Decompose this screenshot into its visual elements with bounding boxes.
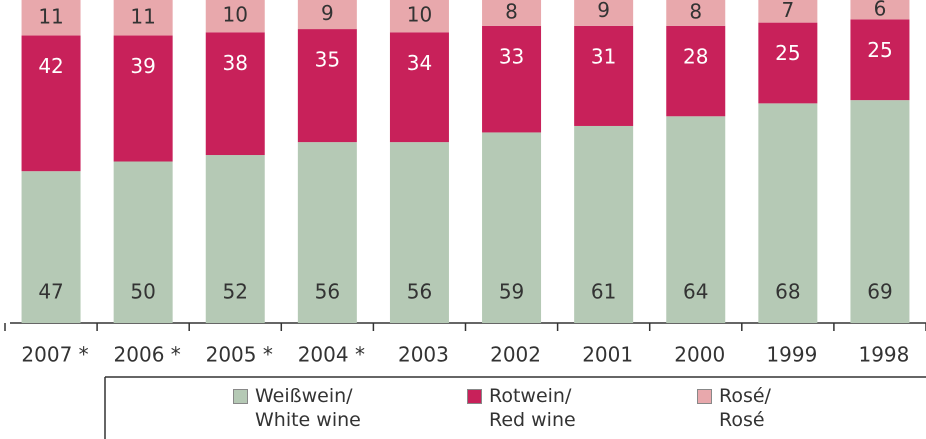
bar-segment xyxy=(758,0,818,23)
data-label: 39 xyxy=(130,54,155,78)
bar-segment xyxy=(205,32,265,156)
bar-segment xyxy=(574,25,634,126)
data-label: 25 xyxy=(775,41,800,65)
data-label: 56 xyxy=(407,280,432,304)
data-label: 64 xyxy=(683,280,708,304)
bar-segment xyxy=(389,0,449,33)
bar-segment xyxy=(758,103,818,323)
x-tick-label: 2001 xyxy=(582,343,633,367)
x-tick-label: 2004 * xyxy=(298,343,365,367)
bar-segment xyxy=(205,155,265,323)
bar-segment xyxy=(850,100,910,323)
x-tick-label: 2006 * xyxy=(114,343,181,367)
bar-segment xyxy=(389,32,449,143)
x-tick-label: 2000 xyxy=(674,343,725,367)
bar-segment xyxy=(113,35,173,162)
data-label: 9 xyxy=(597,0,610,22)
bar-segment xyxy=(113,0,173,36)
x-tick-label: 2007 * xyxy=(21,343,88,367)
x-tick-label: 2005 * xyxy=(206,343,273,367)
data-label: 33 xyxy=(499,44,524,68)
x-tick-label: 2003 xyxy=(398,343,449,367)
x-tick-label: 1998 xyxy=(858,343,909,367)
bar-segment xyxy=(113,161,173,323)
data-label: 34 xyxy=(407,51,432,75)
legend-swatch xyxy=(697,389,712,404)
legend-item: Rotwein/ Red wine xyxy=(467,384,576,432)
data-label: 68 xyxy=(775,280,800,304)
bar-segment xyxy=(482,132,542,323)
bar-segment xyxy=(574,0,634,26)
bar-segment xyxy=(666,25,726,117)
bar-segment xyxy=(482,25,542,133)
data-label: 42 xyxy=(38,54,63,78)
legend-item: Rosé/ Rosé xyxy=(697,384,771,432)
data-label: 50 xyxy=(130,280,155,304)
data-label: 35 xyxy=(315,48,340,72)
data-label: 28 xyxy=(683,44,708,68)
bar-segment xyxy=(21,35,81,172)
x-tick-label: 2002 xyxy=(490,343,541,367)
legend-item: Weißwein/ White wine xyxy=(233,384,361,432)
data-label: 52 xyxy=(223,280,248,304)
legend-label: Rotwein/ Red wine xyxy=(489,385,576,431)
data-label: 56 xyxy=(315,280,340,304)
bar-segment xyxy=(574,125,634,323)
bar-segment xyxy=(666,116,726,323)
legend-swatch xyxy=(467,389,482,404)
bar-segment xyxy=(21,171,81,323)
data-label: 10 xyxy=(223,3,248,27)
data-label: 8 xyxy=(689,0,702,23)
legend-label: Weißwein/ White wine xyxy=(255,385,361,431)
data-label: 6 xyxy=(874,0,887,21)
data-label: 31 xyxy=(591,44,616,68)
bar-segment xyxy=(21,0,81,36)
bar-segment xyxy=(850,0,910,20)
data-label: 61 xyxy=(591,280,616,304)
data-label: 9 xyxy=(321,1,334,25)
bar-segment xyxy=(850,19,910,101)
data-label: 59 xyxy=(499,280,524,304)
data-label: 25 xyxy=(867,38,892,62)
bar-segment xyxy=(389,142,449,323)
bar-segment xyxy=(297,142,357,323)
data-label: 11 xyxy=(130,4,155,28)
x-tick-label: 1999 xyxy=(766,343,817,367)
legend-label: Rosé/ Rosé xyxy=(719,385,771,431)
bar-segment xyxy=(666,0,726,26)
data-label: 10 xyxy=(407,3,432,27)
data-label: 8 xyxy=(505,0,518,23)
data-label: 7 xyxy=(781,0,794,22)
data-label: 11 xyxy=(38,4,63,28)
bar-segment xyxy=(297,0,357,30)
data-label: 69 xyxy=(867,280,892,304)
bar-segment xyxy=(758,22,818,104)
data-label: 47 xyxy=(38,280,63,304)
data-label: 38 xyxy=(223,51,248,75)
bar-segment xyxy=(205,0,265,33)
legend-swatch xyxy=(233,389,248,404)
bar-segment xyxy=(297,29,357,143)
bar-segment xyxy=(482,0,542,26)
